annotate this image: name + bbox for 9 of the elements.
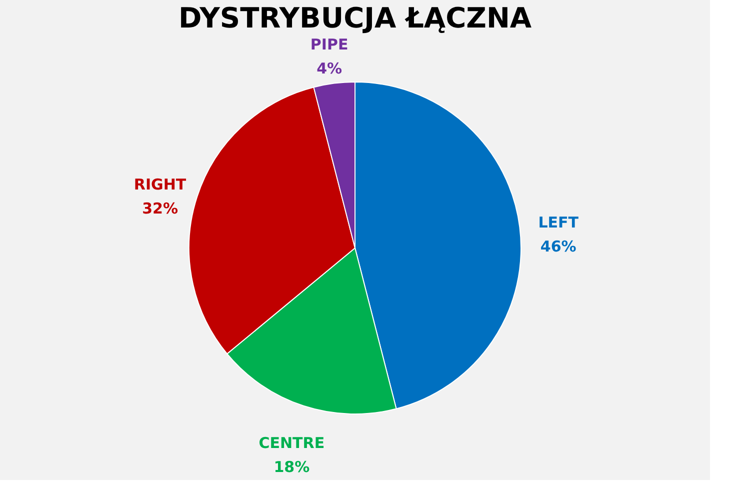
data-label: 32% [142, 200, 178, 218]
data-label: 46% [540, 237, 576, 256]
slice-label: RIGHT [134, 176, 187, 194]
data-label: 4% [316, 60, 342, 78]
data-label: 18% [274, 458, 310, 476]
slice-label: LEFT [538, 213, 580, 232]
slice-label: PIPE [310, 36, 348, 54]
chart-title: DYSTRYBUCJA ŁĄCZNA [178, 2, 532, 35]
slice-label: CENTRE [258, 434, 325, 452]
